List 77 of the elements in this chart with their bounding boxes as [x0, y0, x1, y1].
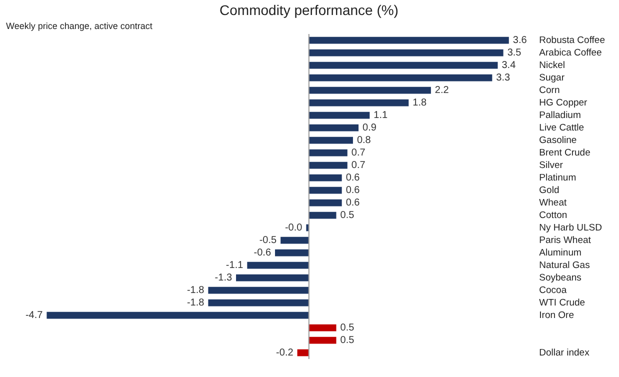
data-label: -0.0: [284, 222, 303, 234]
bar: [308, 62, 498, 69]
y-tick-label: Corn: [539, 84, 560, 96]
bar: [308, 86, 431, 94]
data-label: -0.6: [254, 248, 272, 258]
y-tick-label: Paris Wheat: [539, 234, 592, 246]
data-label: 0.7: [351, 160, 366, 171]
data-label: 0.6: [346, 185, 360, 196]
y-tick-label: Soybeans: [539, 272, 582, 284]
data-label: 3.5: [507, 48, 522, 58]
y-tick-label: Silver: [539, 160, 563, 171]
bar: [308, 199, 342, 206]
data-label: 0.8: [356, 135, 372, 146]
bar: [308, 336, 336, 344]
data-label: -1.8: [186, 285, 205, 296]
y-tick-label: Robusta Coffee: [539, 34, 605, 46]
data-label: 0.7: [351, 148, 366, 158]
data-label: -1.8: [186, 298, 205, 308]
bar: [297, 349, 308, 356]
data-label: 0.6: [346, 198, 360, 208]
y-tick-label: Cotton: [539, 210, 568, 221]
bar: [308, 99, 409, 106]
y-tick-label: Palladium: [539, 110, 581, 121]
bar: [208, 299, 308, 306]
y-tick-label: Gold: [539, 184, 560, 196]
bar: [308, 162, 348, 169]
data-label: 0.5: [340, 335, 355, 346]
bar: [308, 124, 359, 132]
bar: [208, 286, 308, 294]
bar: [308, 36, 509, 44]
data-label: 0.9: [362, 122, 377, 134]
bar: [308, 174, 342, 182]
data-label: -1.1: [226, 260, 244, 271]
data-label: -0.5: [259, 235, 278, 246]
y-tick-label: Arabica Coffee: [539, 47, 602, 58]
y-tick-label: Gasoline: [539, 134, 577, 146]
chart-subtitle: Weekly price change, active contract: [6, 20, 153, 31]
y-tick-label: Live Cattle: [539, 122, 584, 134]
data-label: -4.7: [25, 310, 44, 321]
bar: [308, 324, 336, 332]
bar: [308, 186, 342, 194]
y-tick-label: Platinum: [539, 172, 576, 184]
data-label: 2.2: [434, 85, 450, 96]
bar: [308, 149, 348, 156]
y-tick-label: HG Copper: [539, 97, 588, 108]
chart-title: Commodity performance (%): [220, 2, 398, 18]
data-label: -0.2: [276, 348, 294, 358]
bar: [46, 312, 308, 319]
y-tick-label: Aluminum: [539, 247, 582, 258]
data-label: 0.5: [340, 210, 355, 221]
data-label: 0.5: [340, 322, 355, 334]
y-tick-label: Ny Harb ULSD: [539, 222, 602, 234]
data-label: -1.3: [214, 272, 232, 284]
y-tick-label: Natural Gas: [539, 260, 590, 271]
y-tick-label: Wheat: [539, 197, 567, 208]
y-tick-label: Cocoa: [539, 284, 568, 296]
y-tick-label: Dollar index: [539, 347, 590, 358]
y-tick-label: WTI Crude: [539, 297, 586, 308]
data-label: 1.8: [412, 98, 427, 108]
data-label: 0.6: [346, 172, 360, 184]
bar: [308, 74, 492, 82]
data-label: 1.1: [374, 110, 388, 121]
y-tick-label: Nickel: [539, 60, 566, 71]
y-tick-label: Brent Crude: [539, 147, 590, 158]
bar: [236, 274, 308, 282]
y-tick-label: Sugar: [539, 72, 565, 84]
bar: [308, 136, 353, 144]
bar: [275, 249, 308, 256]
bar: [247, 262, 308, 269]
y-tick-label: Iron Ore: [539, 310, 574, 321]
bar: [280, 236, 308, 244]
bar: [308, 49, 504, 56]
data-label: 3.3: [496, 72, 511, 84]
bar: [308, 112, 370, 119]
bar: [308, 212, 336, 219]
data-label: 3.6: [512, 35, 528, 46]
data-label: 3.4: [502, 60, 516, 71]
